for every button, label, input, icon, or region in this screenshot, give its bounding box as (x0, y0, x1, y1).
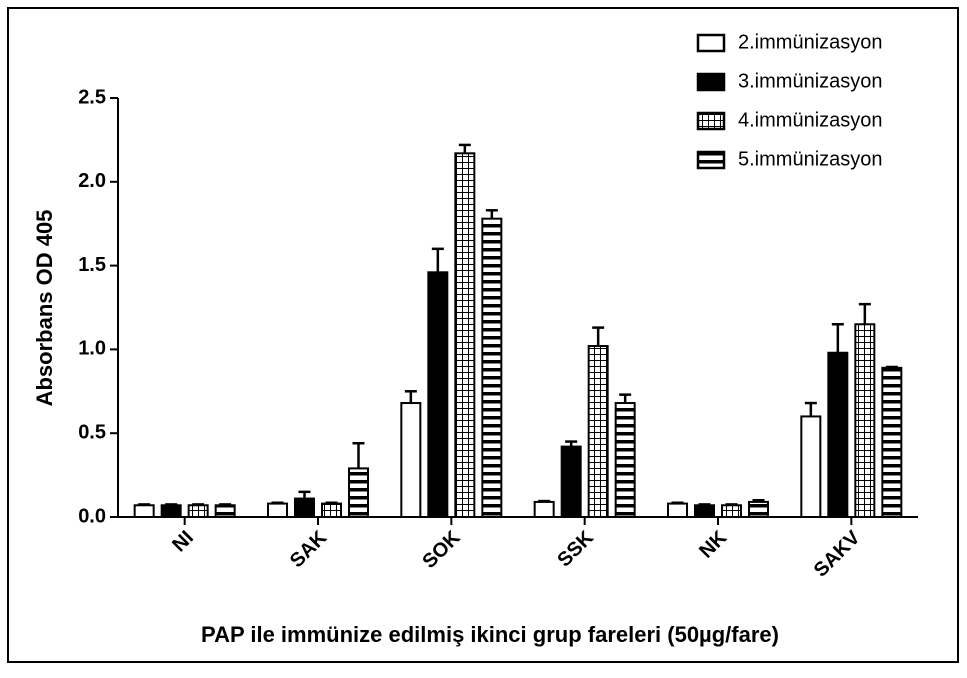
legend-swatch (696, 33, 726, 53)
bar (533, 500, 555, 518)
y-tick-label: 0.0 (78, 505, 106, 527)
bar (133, 504, 155, 519)
legend-label: 3.immünizasyon (738, 70, 883, 92)
bar (294, 497, 315, 518)
x-tick-label: SOK (418, 526, 465, 573)
legend-swatch (696, 72, 726, 92)
bar (827, 351, 849, 519)
y-tick-label: 2.5 (78, 86, 106, 108)
x-tick-label: SSK (553, 526, 598, 571)
bar (348, 467, 369, 518)
legend-label: 5.immünizasyon (738, 148, 883, 170)
x-tick-label: SAK (286, 526, 332, 572)
legend-swatch (696, 111, 726, 131)
y-axis-label: Absorbans OD 405 (32, 210, 57, 407)
bar (481, 217, 503, 518)
bar (854, 323, 876, 519)
bar (214, 504, 236, 519)
legend-swatch (696, 150, 726, 170)
bar (400, 402, 422, 519)
bar (694, 504, 715, 519)
bar (267, 502, 288, 519)
bar (667, 502, 688, 519)
y-tick-label: 1.5 (78, 254, 106, 276)
y-tick-label: 1.0 (78, 338, 106, 360)
y-tick-label: 0.5 (78, 421, 106, 443)
bar (454, 152, 476, 518)
x-tick-label: SAKV (810, 526, 865, 581)
bar (748, 500, 769, 518)
bar (160, 504, 182, 519)
x-tick-label: NI (168, 527, 198, 557)
bar (187, 504, 209, 519)
bar (800, 415, 822, 518)
bar (881, 366, 903, 518)
x-axis-label: PAP ile immünize edilmiş ikinci grup far… (201, 622, 779, 647)
bar (427, 271, 449, 518)
x-tick-label: NK (695, 526, 731, 562)
frame (7, 7, 959, 663)
bar (587, 345, 609, 518)
bar (721, 504, 742, 519)
bar (321, 502, 342, 519)
legend-label: 2.immünizasyon (738, 31, 883, 53)
bar (560, 445, 582, 518)
y-tick-label: 2.0 (78, 170, 106, 192)
legend-label: 4.immünizasyon (738, 109, 883, 131)
bar (614, 402, 636, 519)
